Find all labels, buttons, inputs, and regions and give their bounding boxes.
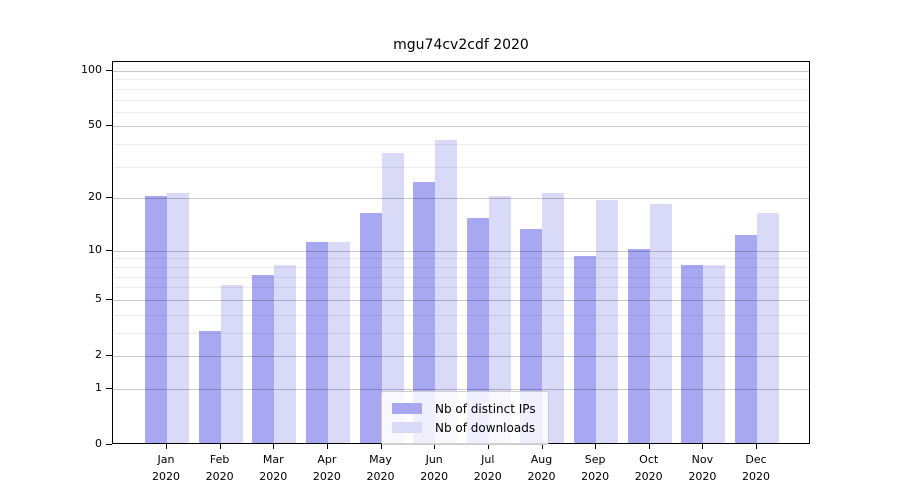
bar-distinct-ips: [627, 248, 650, 443]
legend-label-distinct-ips: Nb of distinct IPs: [435, 401, 536, 416]
legend-swatch-downloads: [392, 422, 422, 433]
y-tick-label: 10: [88, 242, 102, 256]
bar-downloads: [703, 264, 726, 443]
bar-downloads: [542, 192, 565, 443]
major-gridline: [113, 126, 809, 128]
bar-downloads: [327, 241, 350, 443]
y-axis-tick: [106, 249, 112, 251]
minor-gridline: [113, 99, 809, 101]
x-axis-tick: [648, 444, 650, 449]
bar-distinct-ips: [466, 218, 489, 443]
y-tick-label: 0: [95, 437, 102, 450]
bar-downloads: [596, 200, 619, 443]
x-axis-tick: [380, 444, 382, 449]
x-axis-tick: [166, 444, 167, 449]
major-gridline: [113, 198, 809, 200]
y-axis-tick: [106, 387, 112, 389]
x-axis-tick: [219, 444, 221, 449]
legend-entry-distinct-ips: Nb of distinct IPs: [392, 399, 536, 418]
legend-label-downloads: Nb of downloads: [435, 420, 536, 435]
x-axis-tick: [273, 444, 275, 449]
bar-distinct-ips: [520, 229, 543, 443]
y-tick-label: 50: [88, 118, 102, 132]
y-tick-label: 100: [81, 63, 102, 76]
minor-gridline: [113, 314, 809, 316]
x-tick-label: Jul 2020: [473, 453, 502, 483]
bar-distinct-ips: [359, 213, 382, 443]
major-gridline: [113, 71, 809, 72]
bar-distinct-ips: [145, 196, 167, 443]
minor-gridline: [113, 166, 809, 168]
bar-downloads: [381, 152, 404, 443]
x-axis-tick: [595, 444, 597, 449]
bar-downloads: [274, 264, 297, 443]
x-tick-label: Aug 2020: [527, 453, 556, 483]
y-tick-label: 20: [88, 190, 102, 204]
plot-area: Nb of distinct IPs Nb of downloads: [112, 61, 810, 445]
minor-gridline: [113, 111, 809, 113]
x-tick-label: Feb 2020: [205, 453, 234, 483]
minor-gridline: [113, 79, 809, 81]
minor-gridline: [113, 144, 809, 146]
minor-gridline: [113, 266, 809, 268]
minor-gridline: [113, 276, 809, 278]
major-gridline: [113, 388, 809, 390]
y-tick-label: 1: [95, 380, 102, 394]
minor-gridline: [113, 332, 809, 334]
x-tick-label: May 2020: [366, 453, 395, 483]
x-axis-tick: [434, 444, 436, 449]
bar-downloads: [435, 140, 458, 443]
y-axis-tick: [106, 444, 112, 445]
x-tick-label: Nov 2020: [688, 453, 717, 483]
bar-distinct-ips: [574, 256, 597, 443]
major-gridline: [113, 250, 809, 252]
x-tick-label: Apr 2020: [312, 453, 341, 483]
y-tick-label: 2: [95, 348, 102, 361]
x-axis-tick: [326, 444, 328, 449]
bar-downloads: [167, 192, 189, 443]
y-axis-tick: [106, 125, 112, 127]
y-tick-label: 5: [95, 291, 102, 305]
x-axis-tick: [756, 444, 757, 449]
bar-distinct-ips: [198, 330, 221, 443]
bar-distinct-ips: [413, 182, 436, 443]
y-axis-tick: [106, 355, 112, 356]
bar-distinct-ips: [305, 241, 328, 443]
y-axis-tick: [106, 298, 112, 300]
minor-gridline: [113, 88, 809, 90]
bar-distinct-ips: [681, 264, 704, 443]
bar-downloads: [488, 196, 511, 443]
x-axis-tick: [487, 444, 489, 449]
x-tick-label: Sep 2020: [581, 453, 610, 483]
minor-gridline: [113, 258, 809, 260]
x-axis-tick: [541, 444, 543, 449]
chart-title: mgu74cv2cdf 2020: [393, 37, 529, 53]
x-tick-label: Dec 2020: [742, 453, 770, 483]
legend: Nb of distinct IPs Nb of downloads: [381, 391, 549, 445]
y-axis-tick: [106, 70, 112, 71]
x-tick-label: Oct 2020: [634, 453, 663, 483]
minor-gridline: [113, 287, 809, 289]
y-axis-tick: [106, 197, 112, 199]
bar-downloads: [649, 204, 672, 443]
major-gridline: [113, 299, 809, 301]
bar-distinct-ips: [735, 235, 757, 443]
bar-downloads: [220, 285, 243, 443]
bar-distinct-ips: [252, 274, 275, 443]
x-tick-label: Jan 2020: [152, 453, 180, 483]
bar-downloads: [757, 213, 779, 443]
x-tick-label: Mar 2020: [259, 453, 288, 483]
legend-swatch-distinct-ips: [392, 403, 422, 414]
major-gridline: [113, 356, 809, 357]
x-axis-tick: [702, 444, 704, 449]
legend-entry-downloads: Nb of downloads: [392, 418, 536, 437]
x-tick-label: Jun 2020: [420, 453, 449, 483]
